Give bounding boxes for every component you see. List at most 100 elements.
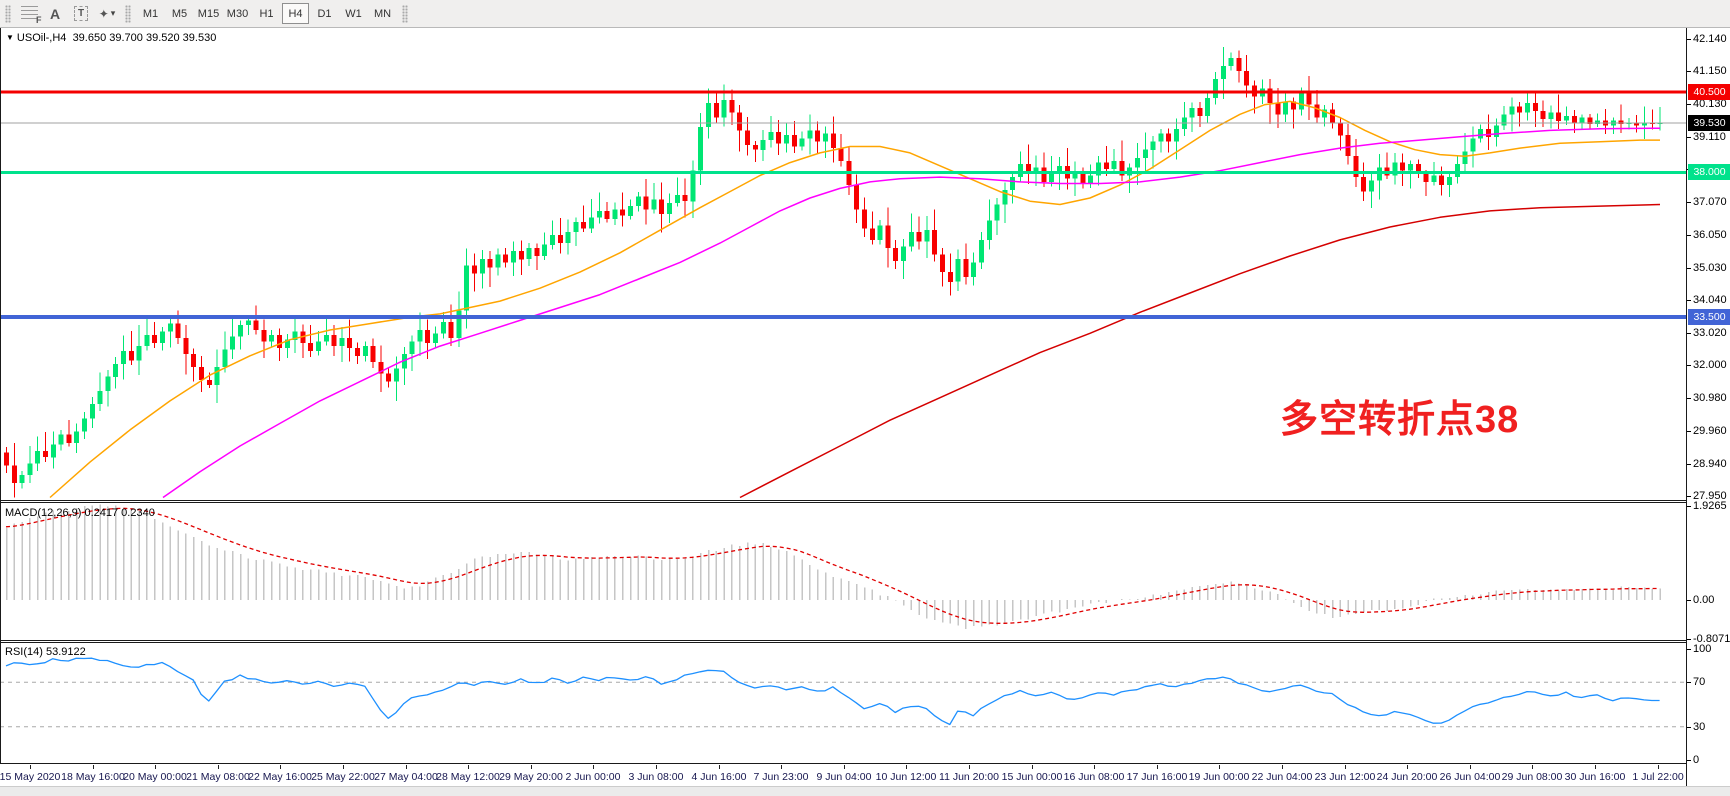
fibonacci-tool-button[interactable]: F — [17, 3, 42, 25]
time-tick — [593, 765, 594, 769]
price-tick-label: 34.040 — [1693, 294, 1727, 306]
time-tick — [1219, 765, 1220, 769]
time-tick-label: 23 Jun 12:00 — [1314, 771, 1376, 783]
time-tick — [406, 765, 407, 769]
time-tick-label: 21 May 08:00 — [186, 771, 250, 783]
rsi-line — [5, 657, 1660, 726]
timeframe-w1-button[interactable]: W1 — [345, 8, 362, 20]
time-tick — [1595, 765, 1596, 769]
timeframe-mn-button[interactable]: MN — [373, 8, 392, 20]
symbol-period-label: USOil-,H4 — [16, 32, 67, 44]
time-tick — [969, 765, 970, 769]
timeframe-m5-button[interactable]: M5 — [171, 8, 188, 20]
price-tick-label: 35.030 — [1693, 262, 1727, 274]
macd-axis-label: 1.9265 — [1693, 500, 1727, 512]
axis-tick — [1687, 39, 1691, 40]
time-tick — [1157, 765, 1158, 769]
time-tick-label: 17 Jun 16:00 — [1126, 771, 1188, 783]
main-price-chart[interactable] — [0, 28, 1686, 500]
axis-tick — [1687, 300, 1691, 301]
time-tick-label: 26 Jun 04:00 — [1439, 771, 1501, 783]
text-tool-button[interactable]: A — [43, 3, 67, 25]
rsi-indicator-pane[interactable] — [0, 643, 1686, 763]
toolbar-drag-handle[interactable] — [125, 4, 131, 23]
price-tag-38.000: 38.000 — [1688, 164, 1730, 180]
ma-mid-magenta — [162, 127, 1661, 499]
price-axis[interactable]: 42.14041.15040.13039.11038.09037.07036.0… — [1686, 28, 1730, 786]
axis-tick — [1687, 649, 1691, 650]
timeframe-h1-button[interactable]: H1 — [259, 8, 274, 20]
axis-tick — [1687, 333, 1691, 334]
time-tick-label: 25 May 22:00 — [311, 771, 375, 783]
axis-tick — [1687, 235, 1691, 236]
time-tick — [155, 765, 156, 769]
time-tick — [1532, 765, 1533, 769]
timeframe-m30-button[interactable]: M30 — [226, 8, 249, 20]
timeframe-m15-button[interactable]: M15 — [197, 8, 220, 20]
axis-tick — [1687, 202, 1691, 203]
timeframe-h4-button[interactable]: H4 — [282, 3, 309, 24]
time-tick-label: 1 Jul 22:00 — [1632, 771, 1684, 783]
toolbar: F A T ✦ ▾ M1 M5 M15 M30 H1 H4 D1 W1 MN — [0, 0, 1730, 28]
timeframe-m1-button[interactable]: M1 — [142, 8, 159, 20]
collapse-triangle-icon[interactable]: ▼ — [6, 33, 14, 42]
time-tick — [343, 765, 344, 769]
fibonacci-icon: F — [20, 6, 42, 25]
axis-tick — [1687, 365, 1691, 366]
text-icon: A — [49, 5, 61, 22]
label-tool-button[interactable]: T — [69, 3, 93, 25]
time-tick — [93, 765, 94, 769]
axis-tick — [1687, 137, 1691, 138]
time-tick-label: 27 May 04:00 — [374, 771, 438, 783]
axis-tick — [1687, 71, 1691, 72]
price-tick-label: 33.020 — [1693, 327, 1727, 339]
axis-tick — [1687, 506, 1691, 507]
toolbar-drag-handle[interactable] — [5, 4, 11, 23]
time-tick-label: 2 Jun 00:00 — [565, 771, 621, 783]
price-tick-label: 32.000 — [1693, 359, 1727, 371]
time-tick-label: 28 May 12:00 — [436, 771, 500, 783]
macd-axis-label: 0.00 — [1693, 594, 1715, 606]
time-tick — [844, 765, 845, 769]
shapes-tool-button[interactable]: ✦ ▾ — [95, 3, 119, 25]
time-axis[interactable]: 15 May 2020 18 May 16:00 20 May 00:00 21 Ma… — [0, 763, 1686, 786]
time-tick — [218, 765, 219, 769]
rsi-label: RSI(14) 53.9122 — [5, 646, 86, 658]
candles-group — [4, 47, 1663, 498]
time-tick — [656, 765, 657, 769]
time-tick — [1345, 765, 1346, 769]
axis-tick — [1687, 268, 1691, 269]
price-tick-label: 41.150 — [1693, 65, 1727, 77]
time-tick — [1032, 765, 1033, 769]
axis-tick — [1687, 727, 1691, 728]
pane-separator[interactable] — [0, 500, 1686, 503]
time-tick-label: 18 May 16:00 — [61, 771, 125, 783]
time-tick-label: 3 Jun 08:00 — [628, 771, 684, 783]
text-annotation[interactable]: 多空转折点38 — [1280, 399, 1520, 441]
toolbar-drag-handle[interactable] — [402, 4, 408, 23]
price-tag-40.500: 40.500 — [1688, 84, 1730, 100]
time-tick — [531, 765, 532, 769]
axis-tick — [1687, 760, 1691, 761]
axis-tick — [1687, 431, 1691, 432]
time-tick-label: 15 Jun 00:00 — [1001, 771, 1063, 783]
horizontal-scrollbar[interactable] — [0, 786, 1730, 796]
chart-title: ▼ USOil-,H4 39.650 39.700 39.520 39.530 — [6, 32, 216, 44]
macd-indicator-pane[interactable] — [0, 503, 1686, 640]
time-tick-label: 24 Jun 20:00 — [1376, 771, 1438, 783]
time-tick-label: 16 Jun 08:00 — [1063, 771, 1125, 783]
axis-tick — [1687, 398, 1691, 399]
timeframe-d1-button[interactable]: D1 — [317, 8, 332, 20]
rsi-axis-label: 0 — [1693, 754, 1700, 766]
time-tick — [30, 765, 31, 769]
macd-axis-label: -0.8071 — [1693, 633, 1730, 645]
price-tag-39.530: 39.530 — [1688, 115, 1730, 131]
axis-tick — [1687, 496, 1691, 497]
chevron-down-icon: ▾ — [110, 8, 116, 18]
price-tick-label: 28.940 — [1693, 458, 1727, 470]
time-tick — [719, 765, 720, 769]
pane-separator[interactable] — [0, 640, 1686, 643]
rsi-axis-label: 70 — [1693, 676, 1706, 688]
price-tick-label: 42.140 — [1693, 33, 1727, 45]
